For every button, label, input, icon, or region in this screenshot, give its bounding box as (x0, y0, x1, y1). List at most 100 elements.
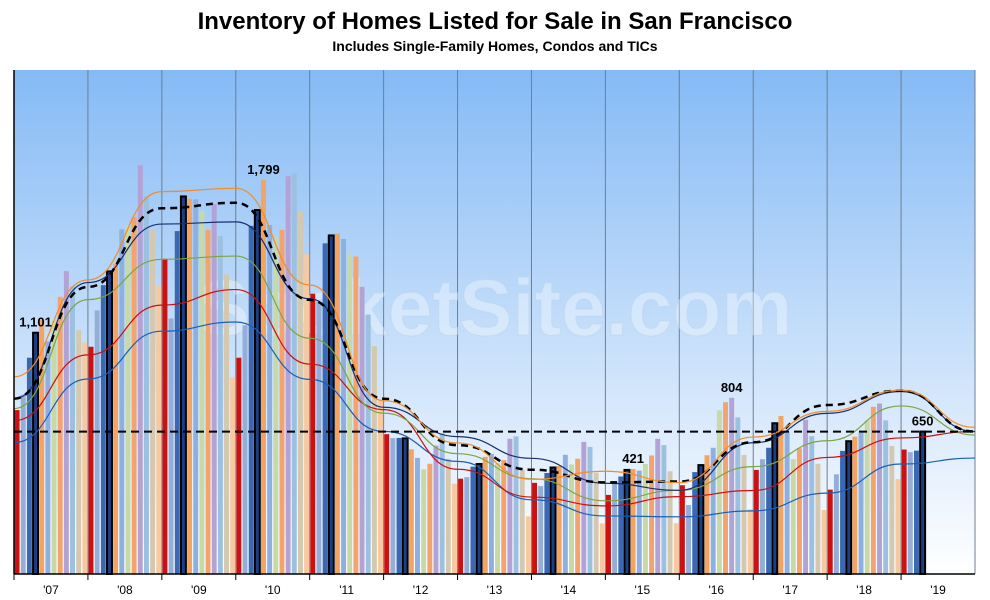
bar-12-m8 (427, 463, 433, 574)
bar-13-m1 (458, 478, 464, 574)
bar-08-m1 (88, 346, 94, 574)
bar-18-m3 (840, 450, 846, 574)
bar-17-m8 (796, 448, 802, 574)
x-tick-label: '16 (708, 583, 724, 597)
bar-18-m8 (870, 406, 876, 574)
bar-09-m11 (224, 274, 230, 574)
bar-13-m4 (475, 462, 483, 575)
bar-14-m8 (575, 458, 581, 574)
bar-12-m7 (421, 469, 427, 574)
bar-19-m3 (913, 450, 919, 574)
bar-10-m11 (297, 211, 303, 575)
bar-17-m12 (821, 510, 827, 574)
bar-11-m10 (365, 314, 371, 574)
bar-09-m6 (193, 199, 199, 574)
bar-12-m6 (415, 457, 420, 574)
bar-15-m4 (623, 468, 631, 576)
bar-14-m9 (581, 441, 587, 574)
bar-12-m1 (384, 434, 390, 574)
chart-subtitle: Includes Single-Family Homes, Condos and… (332, 38, 658, 54)
bar-17-m3 (766, 447, 772, 574)
bar-07-m3 (26, 357, 32, 574)
bar-07-m6 (45, 341, 51, 574)
bar-13-m6 (488, 453, 494, 574)
bar-15-m10 (661, 445, 667, 574)
bar-10-m1 (236, 357, 242, 574)
bar-12-m12 (451, 483, 457, 574)
bar-10-m2 (242, 325, 248, 574)
bar-16-m9 (729, 397, 735, 574)
bar-09-m7 (199, 210, 205, 574)
bar-08-m2 (94, 310, 100, 574)
bar-16-m2 (686, 504, 692, 574)
bar-14-m11 (593, 472, 599, 574)
bar-14-m3 (544, 472, 550, 574)
bar-14-m10 (587, 446, 593, 574)
bar-08-m5 (113, 263, 119, 574)
bar-17-m1 (753, 469, 759, 574)
trend-line-2 (13, 288, 976, 507)
bar-13-m8 (501, 460, 507, 574)
bar-09-m10 (217, 236, 223, 574)
bar-15-m5 (630, 469, 636, 574)
bar-18-m2 (833, 474, 839, 574)
bar-17-m10 (809, 436, 815, 574)
bar-07-m10 (70, 286, 76, 574)
bar-16-m8 (723, 402, 728, 574)
bar-11-m12 (378, 399, 384, 574)
bar-07-m1 (14, 410, 20, 574)
bar-09-m9 (211, 204, 217, 574)
bar-10-m9 (285, 176, 291, 574)
bar-17-m2 (759, 459, 765, 574)
bar-11-m2 (316, 302, 322, 574)
bar-17-m7 (790, 459, 796, 574)
bar-12-m2 (390, 438, 396, 574)
data-label: 421 (622, 451, 644, 466)
bar-18-m9 (877, 403, 882, 574)
x-tick-label: '11 (339, 583, 354, 597)
bar-07-m9 (63, 271, 69, 574)
trend-line-1 (13, 321, 976, 518)
bar-16-m3 (692, 472, 698, 574)
x-ticks: '07 '08 '09 '10 '11 '12 '13 '14 '15 '16 '17 '18 '19 (13, 574, 946, 597)
bar-13-m5 (482, 456, 488, 574)
bar-13-m10 (513, 436, 519, 574)
bar-14-m5 (556, 465, 562, 574)
bar-08-m3 (100, 285, 106, 574)
bar-15-m3 (618, 476, 624, 574)
bar-19-m2 (907, 452, 913, 574)
bar-16-m12 (747, 509, 753, 574)
bar-15-m9 (655, 438, 661, 574)
x-tick-label: '14 (561, 583, 577, 597)
trend-line-3 (13, 255, 976, 502)
data-label: 1,101 (19, 315, 52, 330)
bar-13-m12 (525, 516, 531, 574)
bar-13-m2 (464, 477, 470, 574)
bar-12-m10 (439, 433, 445, 574)
bar-09-m2 (168, 318, 174, 574)
bar-13-m11 (519, 469, 525, 574)
bar-07-m12 (82, 342, 88, 574)
bar-18-m11 (889, 446, 895, 574)
bar-07-m11 (76, 330, 82, 574)
bar-17-m5 (778, 416, 784, 574)
bar-07-m2 (20, 394, 26, 574)
bar-10-m3 (248, 225, 254, 574)
data-label: 650 (912, 414, 934, 429)
bar-18-m4 (845, 440, 853, 576)
bar-17-m9 (803, 419, 809, 574)
bar-15-m7 (642, 463, 648, 574)
x-tick-label: '09 (191, 583, 207, 597)
bar-18-m10 (883, 420, 889, 574)
bar-10-m4 (253, 209, 261, 575)
bar-10-m12 (304, 254, 310, 574)
bar-12-m4 (401, 437, 409, 575)
bar-08-m7 (125, 224, 131, 574)
bar-14-m4 (549, 466, 557, 575)
bar-09-m12 (230, 377, 236, 574)
bar-11-m6 (341, 238, 347, 574)
bar-08-m11 (150, 229, 156, 574)
bar-18-m5 (852, 436, 858, 574)
x-tick-label: '10 (265, 583, 281, 597)
